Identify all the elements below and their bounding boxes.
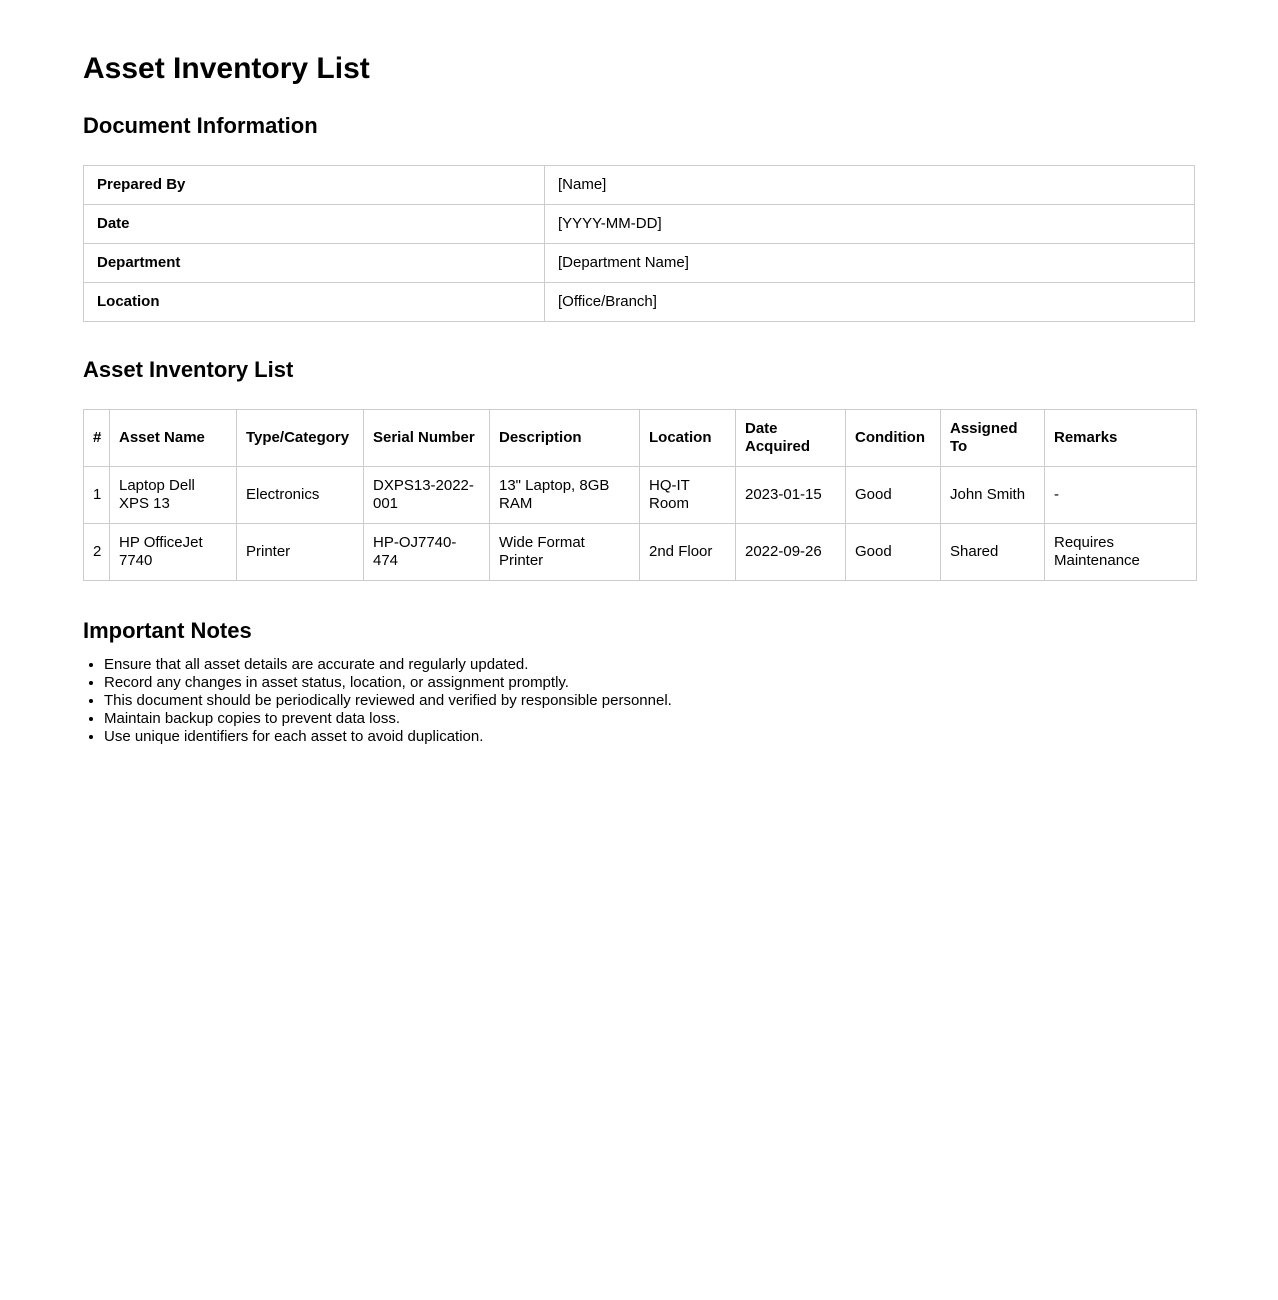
section-asset-inventory: Asset Inventory List # Asset Name Type/Cat… — [83, 356, 1197, 582]
asset-table-header-row: # Asset Name Type/Category Serial Number Des… — [83, 409, 1197, 468]
asset-cell: 2nd Floor — [639, 523, 736, 582]
asset-cell: Good — [845, 466, 941, 525]
asset-cell: 2022-09-26 — [735, 523, 846, 582]
note-item: Maintain backup copies to prevent data l… — [104, 710, 1195, 728]
asset-cell: HP-OJ7740-474 — [363, 523, 490, 582]
note-item: Ensure that all asset details are accura… — [104, 656, 1195, 674]
asset-column-header: Date Acquired — [735, 409, 846, 468]
section-document-information: Document Information Prepared By [Name] Da… — [83, 113, 1195, 322]
document-info-value: [Office/Branch] — [544, 281, 1195, 322]
asset-column-header: Condition — [845, 409, 941, 468]
table-row: 1 Laptop Dell XPS 13 Electronics DXPS13-202… — [83, 466, 1197, 525]
document-info-table: Prepared By [Name] Date [YYYY-MM-DD] Departm… — [83, 164, 1195, 322]
document-info-row: Prepared By [Name] — [83, 164, 1195, 205]
asset-column-header: Assigned To — [940, 409, 1045, 468]
asset-cell: DXPS13-2022-001 — [363, 466, 490, 525]
note-item: This document should be periodically rev… — [104, 692, 1195, 710]
asset-column-header: # — [83, 409, 110, 468]
table-row: 2 HP OfficeJet 7740 Printer HP-OJ7740-474 Wi… — [83, 523, 1197, 582]
page-title: Asset Inventory List — [83, 52, 370, 85]
asset-cell: John Smith — [940, 466, 1045, 525]
asset-cell: - — [1044, 466, 1197, 525]
asset-cell: Laptop Dell XPS 13 — [109, 466, 237, 525]
asset-column-header: Description — [489, 409, 640, 468]
asset-inventory-heading: Asset Inventory List — [83, 356, 294, 382]
document-info-value: [YYYY-MM-DD] — [544, 203, 1195, 244]
document-info-row: Date [YYYY-MM-DD] — [83, 203, 1195, 244]
document-information-heading: Document Information — [83, 112, 318, 138]
document-info-label: Date — [83, 203, 545, 244]
important-notes-list: Ensure that all asset details are accura… — [83, 656, 1195, 746]
document-info-value: [Name] — [544, 164, 1195, 205]
asset-cell: Electronics — [236, 466, 364, 525]
asset-cell: 13" Laptop, 8GB RAM — [489, 466, 640, 525]
asset-cell: 1 — [83, 466, 110, 525]
document-info-row: Department [Department Name] — [83, 242, 1195, 283]
asset-column-header: Asset Name — [109, 409, 237, 468]
asset-column-header: Remarks — [1044, 409, 1197, 468]
asset-cell: Good — [845, 523, 941, 582]
document-info-label: Department — [83, 242, 545, 283]
section-important-notes: Important Notes Ensure that all asset de… — [83, 618, 1195, 746]
document-info-label: Prepared By — [83, 164, 545, 205]
note-item: Use unique identifiers for each asset to… — [104, 728, 1195, 746]
document-info-label: Location — [83, 281, 545, 322]
asset-column-header: Type/Category — [236, 409, 364, 468]
asset-column-header: Serial Number — [363, 409, 490, 468]
asset-cell: Printer — [236, 523, 364, 582]
document-info-row: Location [Office/Branch] — [83, 281, 1195, 322]
asset-cell: HQ-IT Room — [639, 466, 736, 525]
asset-inventory-table: # Asset Name Type/Category Serial Number Des… — [83, 409, 1197, 582]
asset-cell: HP OfficeJet 7740 — [109, 523, 237, 582]
document-info-value: [Department Name] — [544, 242, 1195, 283]
asset-cell: 2023-01-15 — [735, 466, 846, 525]
important-notes-heading: Important Notes — [83, 618, 252, 644]
asset-column-header: Location — [639, 409, 736, 468]
asset-cell: Shared — [940, 523, 1045, 582]
asset-cell: Wide Format Printer — [489, 523, 640, 582]
asset-cell: 2 — [83, 523, 110, 582]
asset-cell: Requires Maintenance — [1044, 523, 1197, 582]
note-item: Record any changes in asset status, loca… — [104, 674, 1195, 692]
